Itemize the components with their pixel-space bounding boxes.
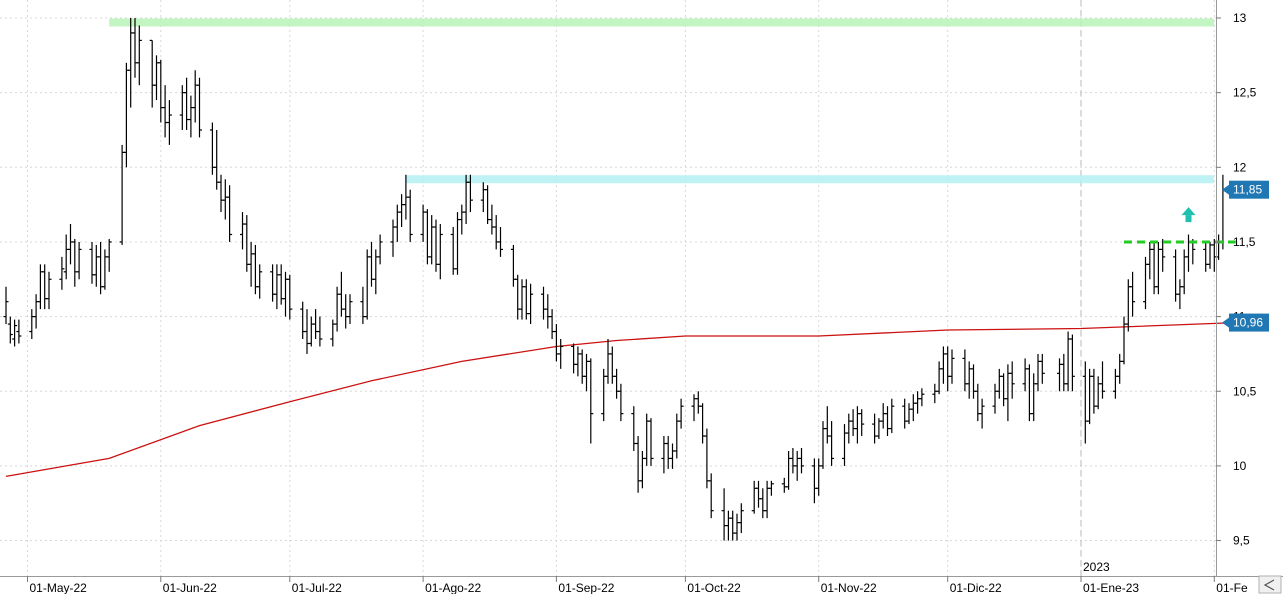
ohlc-bar bbox=[407, 189, 413, 242]
price-badge-pointer bbox=[1222, 184, 1229, 195]
price-badge-label: 11,85 bbox=[1233, 183, 1262, 197]
ohlc-bar bbox=[678, 398, 684, 429]
price-badge-background bbox=[1229, 313, 1269, 332]
ohlc-bar bbox=[7, 316, 13, 344]
price-badge: 11,85 bbox=[1222, 180, 1269, 199]
x-tick-label: 01-Oct-22 bbox=[687, 581, 741, 594]
x-tick-label: 01-Fe bbox=[1216, 581, 1248, 594]
y-tick-label: 9,5 bbox=[1233, 534, 1250, 548]
ohlc-bar bbox=[1069, 334, 1075, 392]
ohlc-bar bbox=[197, 77, 202, 138]
x-tick-label: 01-Ago-22 bbox=[425, 581, 481, 594]
x-tick-label: 01-Jun-22 bbox=[163, 581, 217, 594]
ohlc-bar bbox=[12, 319, 18, 347]
ohlc-bar bbox=[467, 174, 473, 213]
arrow-up-shaft bbox=[1185, 215, 1192, 223]
ohlc-bar bbox=[76, 241, 82, 280]
ohlc-bar bbox=[829, 421, 835, 466]
ohlc-bar bbox=[166, 100, 172, 145]
ohlc-bar bbox=[46, 271, 52, 310]
ohlc-bar bbox=[949, 349, 955, 384]
ohlc-bar bbox=[1100, 361, 1105, 399]
y-tick-label: 10,5 bbox=[1233, 384, 1257, 398]
y-tick-label: 13 bbox=[1233, 11, 1247, 25]
ohlc-bar bbox=[738, 503, 744, 534]
ohlc-bar bbox=[648, 418, 654, 466]
resistance-zone bbox=[109, 18, 1215, 27]
arrow-up-icon bbox=[1181, 207, 1196, 223]
ohlc-bar bbox=[1130, 271, 1136, 317]
ohlc-bar bbox=[1009, 361, 1015, 399]
ohlc-bar bbox=[377, 234, 383, 265]
ohlc-bar bbox=[1039, 353, 1045, 384]
year-label: 2023 bbox=[1083, 560, 1110, 574]
x-tick-label: 01-Jul-22 bbox=[292, 581, 342, 594]
resistance-zone bbox=[405, 175, 1214, 184]
ohlc-bar bbox=[16, 319, 22, 344]
x-tick-label: 01-Sep-22 bbox=[558, 581, 614, 594]
price-badge-background bbox=[1229, 180, 1269, 199]
ohlc-bar bbox=[136, 25, 142, 86]
ohlc-bar bbox=[437, 224, 443, 280]
ohlc-bar bbox=[799, 447, 804, 474]
ohlc-bar bbox=[588, 358, 594, 444]
ohlc-bar bbox=[528, 283, 534, 325]
scroll-corner-button bbox=[1258, 575, 1282, 594]
y-tick-label: 10 bbox=[1233, 459, 1247, 473]
ohlc-bar bbox=[106, 238, 112, 272]
resistance-zones bbox=[109, 18, 1215, 184]
ohlc-bar bbox=[979, 398, 985, 429]
y-tick-label: 12,5 bbox=[1233, 86, 1257, 100]
ohlc-bar bbox=[227, 185, 233, 242]
ohlc-bar bbox=[768, 480, 774, 496]
price-badge: 10,96 bbox=[1222, 313, 1269, 332]
ohlc-bar bbox=[708, 473, 714, 519]
price-badge-pointer bbox=[1222, 317, 1229, 328]
ohlc-bar bbox=[317, 316, 323, 347]
ohlc-bar bbox=[618, 383, 624, 422]
ohlc-bar bbox=[558, 338, 564, 369]
ohlc-bar bbox=[919, 388, 925, 407]
ohlc-bar bbox=[287, 274, 293, 320]
x-tick-label: 01-Nov-22 bbox=[821, 581, 877, 594]
ohlc-bar bbox=[889, 398, 895, 434]
ohlc-bar bbox=[347, 294, 353, 325]
y-tick-label: 11,5 bbox=[1233, 235, 1256, 249]
ohlc-bar bbox=[59, 256, 65, 290]
ohlc-bar bbox=[859, 409, 865, 437]
price-badge-label: 10,96 bbox=[1233, 316, 1263, 330]
chevron-left-icon bbox=[1263, 579, 1275, 591]
arrow-up-head bbox=[1181, 207, 1196, 216]
x-tick-label: 01-Dic-22 bbox=[950, 581, 1002, 594]
price-bars bbox=[3, 18, 1226, 541]
ohlc-bar bbox=[1160, 238, 1166, 272]
ohlc-bar bbox=[498, 227, 503, 257]
y-tick-label: 12 bbox=[1233, 160, 1247, 174]
x-tick-label: 01-May-22 bbox=[30, 581, 88, 594]
ohlc-bar bbox=[257, 264, 263, 299]
ohlc-bar bbox=[3, 286, 9, 325]
x-tick-label: 01-Ene-23 bbox=[1083, 581, 1139, 594]
